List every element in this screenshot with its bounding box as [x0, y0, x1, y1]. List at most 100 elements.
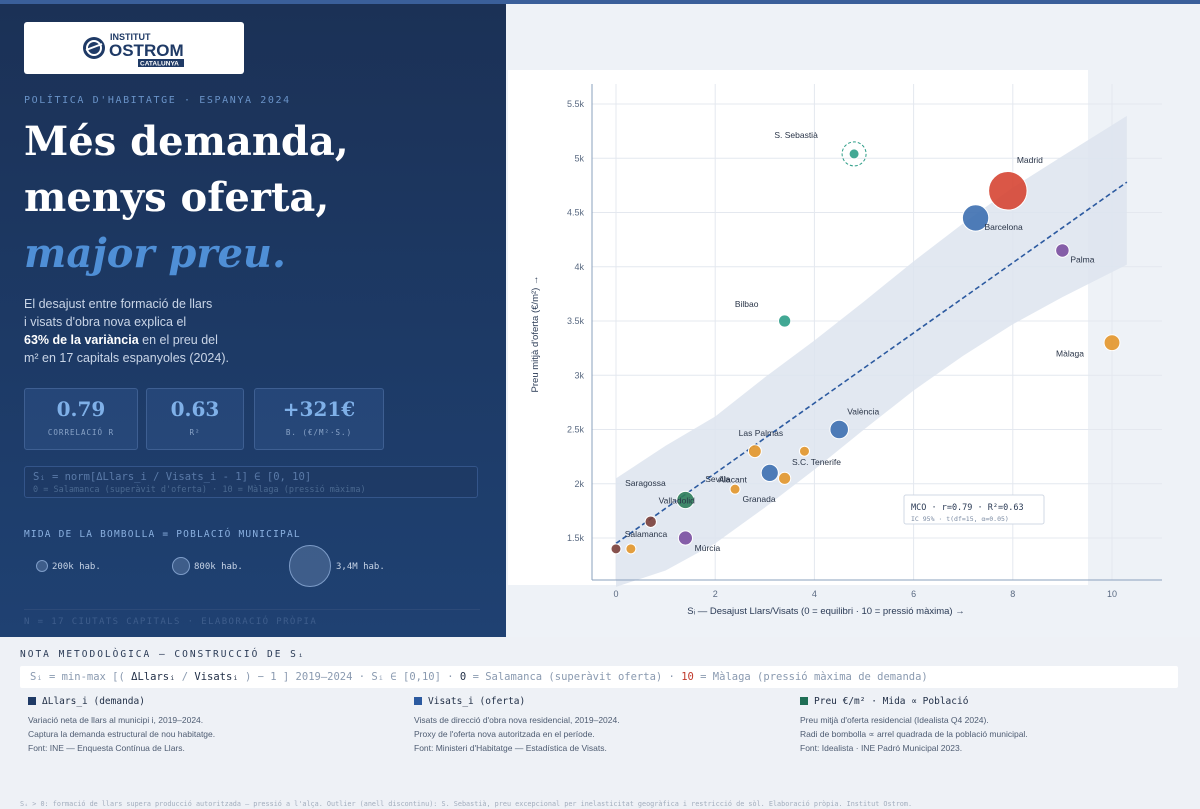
kicker: POLÍTICA D'HABITATGE · ESPANYA 2024	[24, 95, 291, 106]
column-line: Captura la demanda estructural de nou ha…	[28, 729, 216, 739]
chart-area: 0 2 4 6 8 10 1.5k 2k 2.5k 3k 3.5k 4k 4.5k 5k 5.5k Sᵢ — …	[506, 4, 1200, 637]
point-label: S. Sebastià	[774, 130, 818, 140]
svg-text:INSTITUT: INSTITUT	[110, 32, 151, 42]
point-label: València	[847, 407, 879, 417]
data-point	[778, 314, 792, 328]
formula-supply: Visatsᵢ	[194, 671, 239, 683]
size-legend-label-large: 3,4M hab.	[336, 562, 385, 572]
regression-line	[615, 181, 1128, 545]
headline-line-2: menys oferta,	[24, 174, 330, 221]
headline-line-3: major preu.	[24, 230, 286, 277]
y-tick-label: 5k	[574, 153, 584, 163]
column-heading: ΔLlars_i (demanda)	[28, 696, 388, 707]
data-point	[747, 444, 762, 459]
x-tick-label: 8	[1010, 589, 1015, 599]
methodology-formula: Sᵢ = min-max [( ΔLlarsᵢ / Visatsᵢ ) − 1 …	[20, 666, 1178, 688]
size-legend-bubble-small	[36, 560, 48, 572]
outlier-ring	[841, 141, 867, 167]
price-swatch	[800, 697, 808, 705]
column-line: Font: Ministeri d'Habitatge — Estadístic…	[414, 743, 607, 753]
stat-label: B. (€/M²·S.)	[285, 428, 353, 437]
stat-card-correlation: 0.79 CORRELACIÓ R	[24, 388, 138, 450]
column-text: Visats de direcció d'obra nova residenci…	[414, 713, 774, 755]
point-label: Bilbao	[735, 299, 759, 309]
fit-annotation-box	[903, 494, 1045, 525]
formula-zero: 0	[459, 671, 467, 683]
point-label: Valladolid	[659, 496, 696, 506]
formula-zero-text: = Salamanca (superàvit oferta) ·	[466, 671, 682, 683]
data-point	[961, 204, 990, 232]
data-point	[729, 483, 741, 495]
column-text: Preu mitjà d'oferta residencial (Idealis…	[800, 713, 1160, 755]
column-heading: Visats_i (oferta)	[414, 696, 774, 707]
data-point	[848, 148, 860, 160]
data-point	[644, 515, 657, 528]
lede-line-2: i visats d'obra nova explica el	[24, 315, 187, 329]
formula-ten: 10	[681, 671, 694, 683]
stat-value: 0.79	[56, 397, 106, 421]
data-point	[610, 543, 622, 555]
y-axis-title: Preu mitjà d'oferta (€/m²) →	[530, 276, 541, 393]
column-line: Radi de bombolla ∝ arrel quadrada de la …	[800, 729, 1028, 739]
lede-line-3: en el preu del	[138, 333, 218, 347]
formula-line-1: Sᵢ = norm[ΔLlars_i / Visats_i - 1] ∈ [0,…	[33, 471, 312, 483]
lede-line-1: El desajust entre formació de llars	[24, 297, 213, 311]
lede-paragraph: El desajust entre formació de llars i vi…	[24, 295, 324, 367]
data-point	[798, 445, 810, 457]
column-line: Font: INE — Enquesta Contínua de Llars.	[28, 743, 185, 753]
column-heading-text: Visats_i (oferta)	[428, 696, 526, 707]
x-tick-label: 10	[1107, 589, 1117, 599]
x-tick-label: 2	[713, 589, 718, 599]
y-tick-label: 5.5k	[567, 99, 585, 109]
supply-swatch	[414, 697, 422, 705]
size-legend-label-small: 200k hab.	[52, 562, 101, 572]
column-line: Proxy de l'oferta nova autoritzada en el…	[414, 729, 595, 739]
top-accent-bar	[0, 0, 1200, 4]
data-point	[1055, 243, 1070, 258]
y-tick-label: 3.5k	[567, 316, 585, 326]
data-point	[829, 419, 849, 440]
confidence-band	[616, 115, 1127, 587]
size-legend-label-medium: 800k hab.	[194, 562, 243, 572]
fit-annotation-line-1: MCO · r=0.79 · R²=0.63	[911, 503, 1024, 513]
formula-divider: /	[175, 671, 195, 683]
data-point	[760, 463, 779, 483]
institut-ostrom-logo: INSTITUT OSTROM CATALUNYA	[80, 28, 188, 68]
footnote: Sᵢ > 0: formació de llars supera producc…	[20, 800, 913, 808]
formula-range: ) − 1 ] 2019–2024 · Sᵢ ∈ [0,10] ·	[238, 671, 460, 683]
data-point	[988, 171, 1028, 211]
x-axis-title: Sᵢ — Desajust Llars/Visats (0 = equilibr…	[687, 606, 964, 617]
formula-line-2: 0 = Salamanca (superàvit d'oferta) · 10 …	[33, 485, 366, 495]
data-point	[676, 490, 695, 510]
fit-annotation-line-2: IC 95% · t(df=15, α=0.05)	[911, 515, 1009, 523]
point-label: Granada	[742, 494, 775, 504]
methodology-column-demand: ΔLlars_i (demanda) Variació neta de llar…	[28, 696, 388, 755]
scatter-chart: 0 2 4 6 8 10 1.5k 2k 2.5k 3k 3.5k 4k 4.5k 5k 5.5k Sᵢ — …	[508, 70, 1162, 617]
column-line: Preu mitjà d'oferta residencial (Idealis…	[800, 715, 989, 725]
y-tick-label: 1.5k	[567, 533, 585, 543]
column-heading: Preu €/m² · Mida ∝ Població	[800, 696, 1160, 707]
point-label: Las Palmas	[739, 428, 783, 438]
size-legend-bubble-large	[289, 545, 331, 587]
x-tick-label: 0	[613, 589, 618, 599]
size-legend-title: MIDA DE LA BOMBOLLA = POBLACIÓ MUNICIPAL	[24, 529, 301, 540]
size-legend-bubble-medium	[172, 557, 190, 575]
data-point	[1103, 334, 1121, 352]
stat-label: CORRELACIÓ R	[47, 428, 115, 437]
demand-swatch	[28, 697, 36, 705]
stat-label: R²	[189, 428, 201, 437]
methodology-title: NOTA METODOLÒGICA — CONSTRUCCIÓ DE Sᵢ	[20, 649, 306, 660]
methodology-column-price: Preu €/m² · Mida ∝ Població Preu mitjà d…	[800, 696, 1160, 755]
stat-card-r-squared: 0.63 R²	[146, 388, 244, 450]
lede-line-4: m² en 17 capitals espanyoles (2024).	[24, 351, 229, 365]
sample-footer: N = 17 CIUTATS CAPITALS · ELABORACIÓ PRÒ…	[24, 617, 318, 627]
stat-value: +321€	[282, 397, 356, 421]
data-point	[625, 543, 637, 555]
headline-line-1: Més demanda,	[24, 118, 349, 165]
column-heading-text: Preu €/m² · Mida ∝ Població	[814, 696, 969, 707]
y-tick-label: 2.5k	[567, 425, 585, 435]
data-point	[778, 471, 792, 485]
column-text: Variació neta de llars al municipi i, 20…	[28, 713, 388, 755]
point-label: Salamanca	[625, 529, 668, 539]
point-label: Palma	[1070, 254, 1094, 264]
